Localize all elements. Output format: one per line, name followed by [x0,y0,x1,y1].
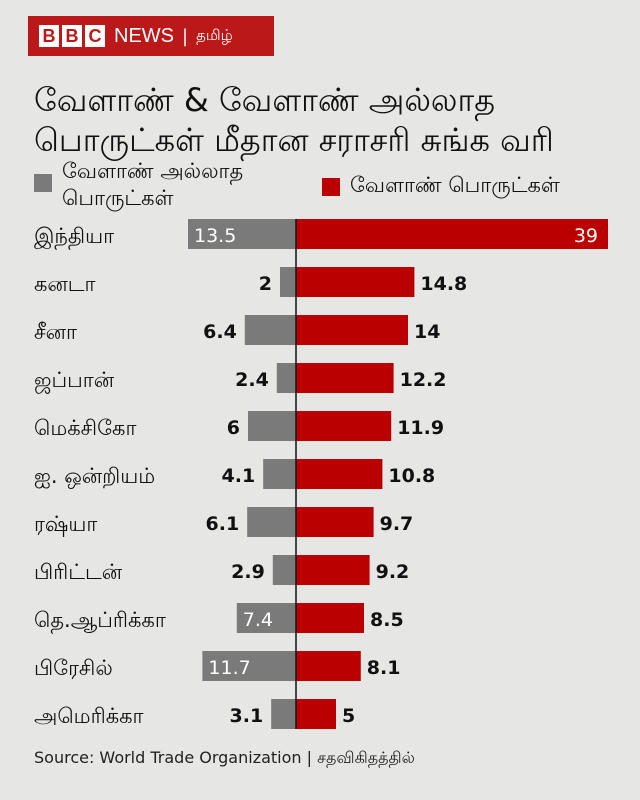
category-label: ஐ. ஒன்றியம் [34,464,155,489]
logo-b2: B [62,25,82,47]
bar-nonagri [276,363,296,393]
category-label: அமெரிக்கா [34,704,144,728]
category-label: பிரிட்டன் [34,560,123,584]
value-label-agri: 11.9 [397,417,444,439]
value-label-agri: 39 [574,225,598,247]
value-label-nonagri: 2.9 [231,561,265,583]
bar-nonagri [271,699,296,729]
bar-nonagri [263,459,296,489]
value-label-agri: 14.8 [420,273,467,295]
bar-agri [296,267,415,297]
category-label: பிரேசில் [34,656,113,680]
value-label-nonagri: 6.1 [206,513,240,535]
bar-nonagri [272,555,296,585]
category-label: மெக்சிகோ [34,416,136,440]
legend-swatch-gray [34,174,52,192]
value-label-nonagri: 13.5 [194,225,236,247]
bar-agri [296,507,374,537]
source-note: Source: World Trade Organization | சதவிக… [34,748,415,767]
legend-agri: வேளாண் பொருட்கள் [322,172,560,199]
value-label-agri: 5 [342,705,355,727]
value-label-agri: 9.2 [376,561,410,583]
bar-agri [296,651,361,681]
legend-label-nonagri: வேளாண் அல்லாத பொருட்கள் [62,159,244,210]
value-label-nonagri: 2 [259,273,272,295]
value-label-agri: 12.2 [400,369,447,391]
value-label-nonagri: 6 [227,417,240,439]
logo-c: C [85,25,105,47]
value-label-agri: 8.5 [370,609,404,631]
value-label-nonagri: 6.4 [203,321,237,343]
category-label: சீனா [34,320,77,344]
chart-title: வேளாண் & வேளாண் அல்லாத பொருட்கள் மீதான ச… [34,81,554,159]
legend-swatch-red [322,178,340,196]
bar-agri [296,411,392,441]
bar-agri [296,219,608,249]
value-label-nonagri: 2.4 [235,369,269,391]
bar-nonagri [244,315,296,345]
logo-b1: B [39,25,59,47]
bar-nonagri [202,651,296,681]
bar-agri [296,459,383,489]
bar-agri [296,603,364,633]
bar-nonagri [248,411,296,441]
category-label: ரஷ்யா [34,512,97,537]
bar-agri [296,555,370,585]
category-label: கனடா [34,272,96,296]
value-label-agri: 14 [414,321,440,343]
value-label-nonagri: 4.1 [222,465,256,487]
category-label: ஜப்பான் [34,368,115,394]
value-label-agri: 9.7 [380,513,414,535]
bar-nonagri [247,507,296,537]
value-label-nonagri: 11.7 [208,657,250,679]
value-label-agri: 10.8 [388,465,435,487]
legend-label-agri: வேளாண் பொருட்கள் [350,173,560,197]
category-label: தெ.ஆப்ரிக்கா [34,608,166,634]
value-label-nonagri: 7.4 [243,609,273,631]
logo-language: தமிழ் [196,26,233,44]
bar-nonagri [188,219,296,249]
logo-news: NEWS [114,24,174,47]
bar-nonagri [236,603,296,633]
category-label: இந்தியா [34,224,114,250]
value-label-nonagri: 3.1 [230,705,264,727]
value-label-agri: 8.1 [367,657,401,679]
bar-nonagri [280,267,296,297]
logo-separator: | [182,25,189,47]
bbc-news-tamil-logo: B B C NEWS | தமிழ் [28,16,274,56]
legend-nonagri: வேளாண் அல்லாத பொருட்கள் [34,158,314,212]
bar-agri [296,363,394,393]
bar-agri [296,699,336,729]
bar-agri [296,315,408,345]
